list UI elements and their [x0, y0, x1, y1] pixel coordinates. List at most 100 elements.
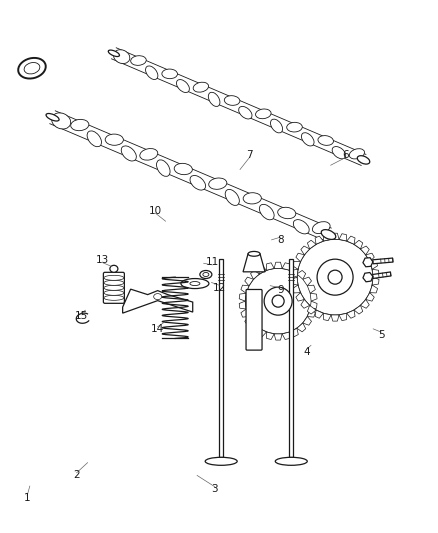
Polygon shape — [303, 317, 311, 325]
Ellipse shape — [271, 119, 283, 133]
Circle shape — [272, 295, 284, 307]
Ellipse shape — [181, 279, 209, 288]
Ellipse shape — [140, 149, 158, 160]
Ellipse shape — [318, 135, 333, 146]
Ellipse shape — [110, 265, 118, 272]
Circle shape — [264, 287, 292, 315]
Ellipse shape — [248, 252, 260, 256]
Ellipse shape — [293, 220, 309, 234]
Ellipse shape — [24, 62, 40, 74]
Ellipse shape — [113, 50, 130, 63]
Polygon shape — [251, 323, 259, 332]
Ellipse shape — [332, 147, 346, 159]
Ellipse shape — [52, 113, 71, 129]
Circle shape — [297, 239, 373, 315]
Polygon shape — [297, 323, 306, 332]
Ellipse shape — [312, 222, 330, 233]
Polygon shape — [370, 285, 378, 293]
Polygon shape — [354, 305, 363, 314]
Polygon shape — [303, 277, 311, 286]
Ellipse shape — [174, 164, 192, 175]
Text: 6: 6 — [343, 150, 350, 159]
Polygon shape — [372, 269, 379, 277]
Polygon shape — [251, 270, 259, 279]
Text: 14: 14 — [151, 325, 164, 334]
Circle shape — [328, 270, 342, 284]
Polygon shape — [301, 300, 310, 308]
Polygon shape — [245, 317, 254, 325]
Polygon shape — [266, 263, 274, 270]
Bar — [373, 258, 393, 264]
Ellipse shape — [46, 114, 59, 121]
Text: 4: 4 — [303, 347, 310, 357]
Polygon shape — [310, 293, 317, 301]
Ellipse shape — [121, 146, 136, 161]
Ellipse shape — [87, 131, 102, 147]
Circle shape — [317, 259, 353, 295]
Text: 1: 1 — [24, 494, 31, 503]
Text: 5: 5 — [378, 330, 385, 340]
Ellipse shape — [131, 56, 146, 66]
Polygon shape — [366, 293, 374, 301]
Polygon shape — [363, 272, 373, 282]
Circle shape — [245, 268, 311, 334]
Ellipse shape — [156, 160, 170, 176]
Text: 15: 15 — [74, 311, 88, 321]
Polygon shape — [354, 240, 363, 249]
Polygon shape — [310, 301, 317, 309]
Text: 3: 3 — [211, 484, 218, 494]
Text: 11: 11 — [206, 257, 219, 267]
Polygon shape — [239, 293, 246, 301]
Polygon shape — [307, 309, 315, 317]
Polygon shape — [370, 261, 378, 269]
Text: 8: 8 — [277, 235, 284, 245]
Polygon shape — [307, 305, 316, 314]
Text: 10: 10 — [149, 206, 162, 215]
Ellipse shape — [145, 66, 158, 79]
Polygon shape — [315, 310, 323, 318]
Polygon shape — [243, 254, 265, 272]
Polygon shape — [241, 285, 249, 293]
Polygon shape — [363, 257, 373, 267]
Ellipse shape — [193, 82, 208, 92]
Ellipse shape — [104, 290, 124, 295]
Ellipse shape — [104, 276, 124, 280]
Polygon shape — [239, 301, 246, 309]
Ellipse shape — [287, 123, 302, 132]
Ellipse shape — [225, 189, 239, 205]
Polygon shape — [274, 334, 282, 340]
Polygon shape — [296, 253, 304, 262]
Polygon shape — [307, 240, 316, 249]
Ellipse shape — [224, 96, 240, 106]
Bar — [219, 259, 223, 457]
Polygon shape — [290, 328, 298, 337]
Text: 7: 7 — [246, 150, 253, 159]
FancyBboxPatch shape — [103, 272, 124, 303]
FancyBboxPatch shape — [246, 289, 262, 350]
Ellipse shape — [105, 134, 124, 146]
Polygon shape — [241, 309, 249, 317]
Polygon shape — [331, 315, 339, 321]
Polygon shape — [323, 313, 331, 321]
Ellipse shape — [18, 58, 46, 78]
Polygon shape — [297, 270, 306, 279]
Polygon shape — [366, 253, 374, 262]
Ellipse shape — [209, 178, 227, 189]
Polygon shape — [258, 265, 266, 274]
Polygon shape — [50, 111, 331, 241]
Polygon shape — [293, 285, 300, 293]
Polygon shape — [112, 48, 366, 165]
Text: 2: 2 — [73, 471, 80, 480]
Polygon shape — [258, 328, 266, 337]
Polygon shape — [307, 285, 315, 293]
Polygon shape — [323, 233, 331, 241]
Ellipse shape — [255, 109, 271, 119]
Polygon shape — [315, 236, 323, 244]
Ellipse shape — [357, 156, 370, 164]
Ellipse shape — [350, 149, 364, 159]
Text: 12: 12 — [212, 283, 226, 293]
Ellipse shape — [275, 457, 307, 465]
Ellipse shape — [104, 285, 124, 290]
Ellipse shape — [203, 272, 209, 277]
Ellipse shape — [190, 281, 200, 286]
